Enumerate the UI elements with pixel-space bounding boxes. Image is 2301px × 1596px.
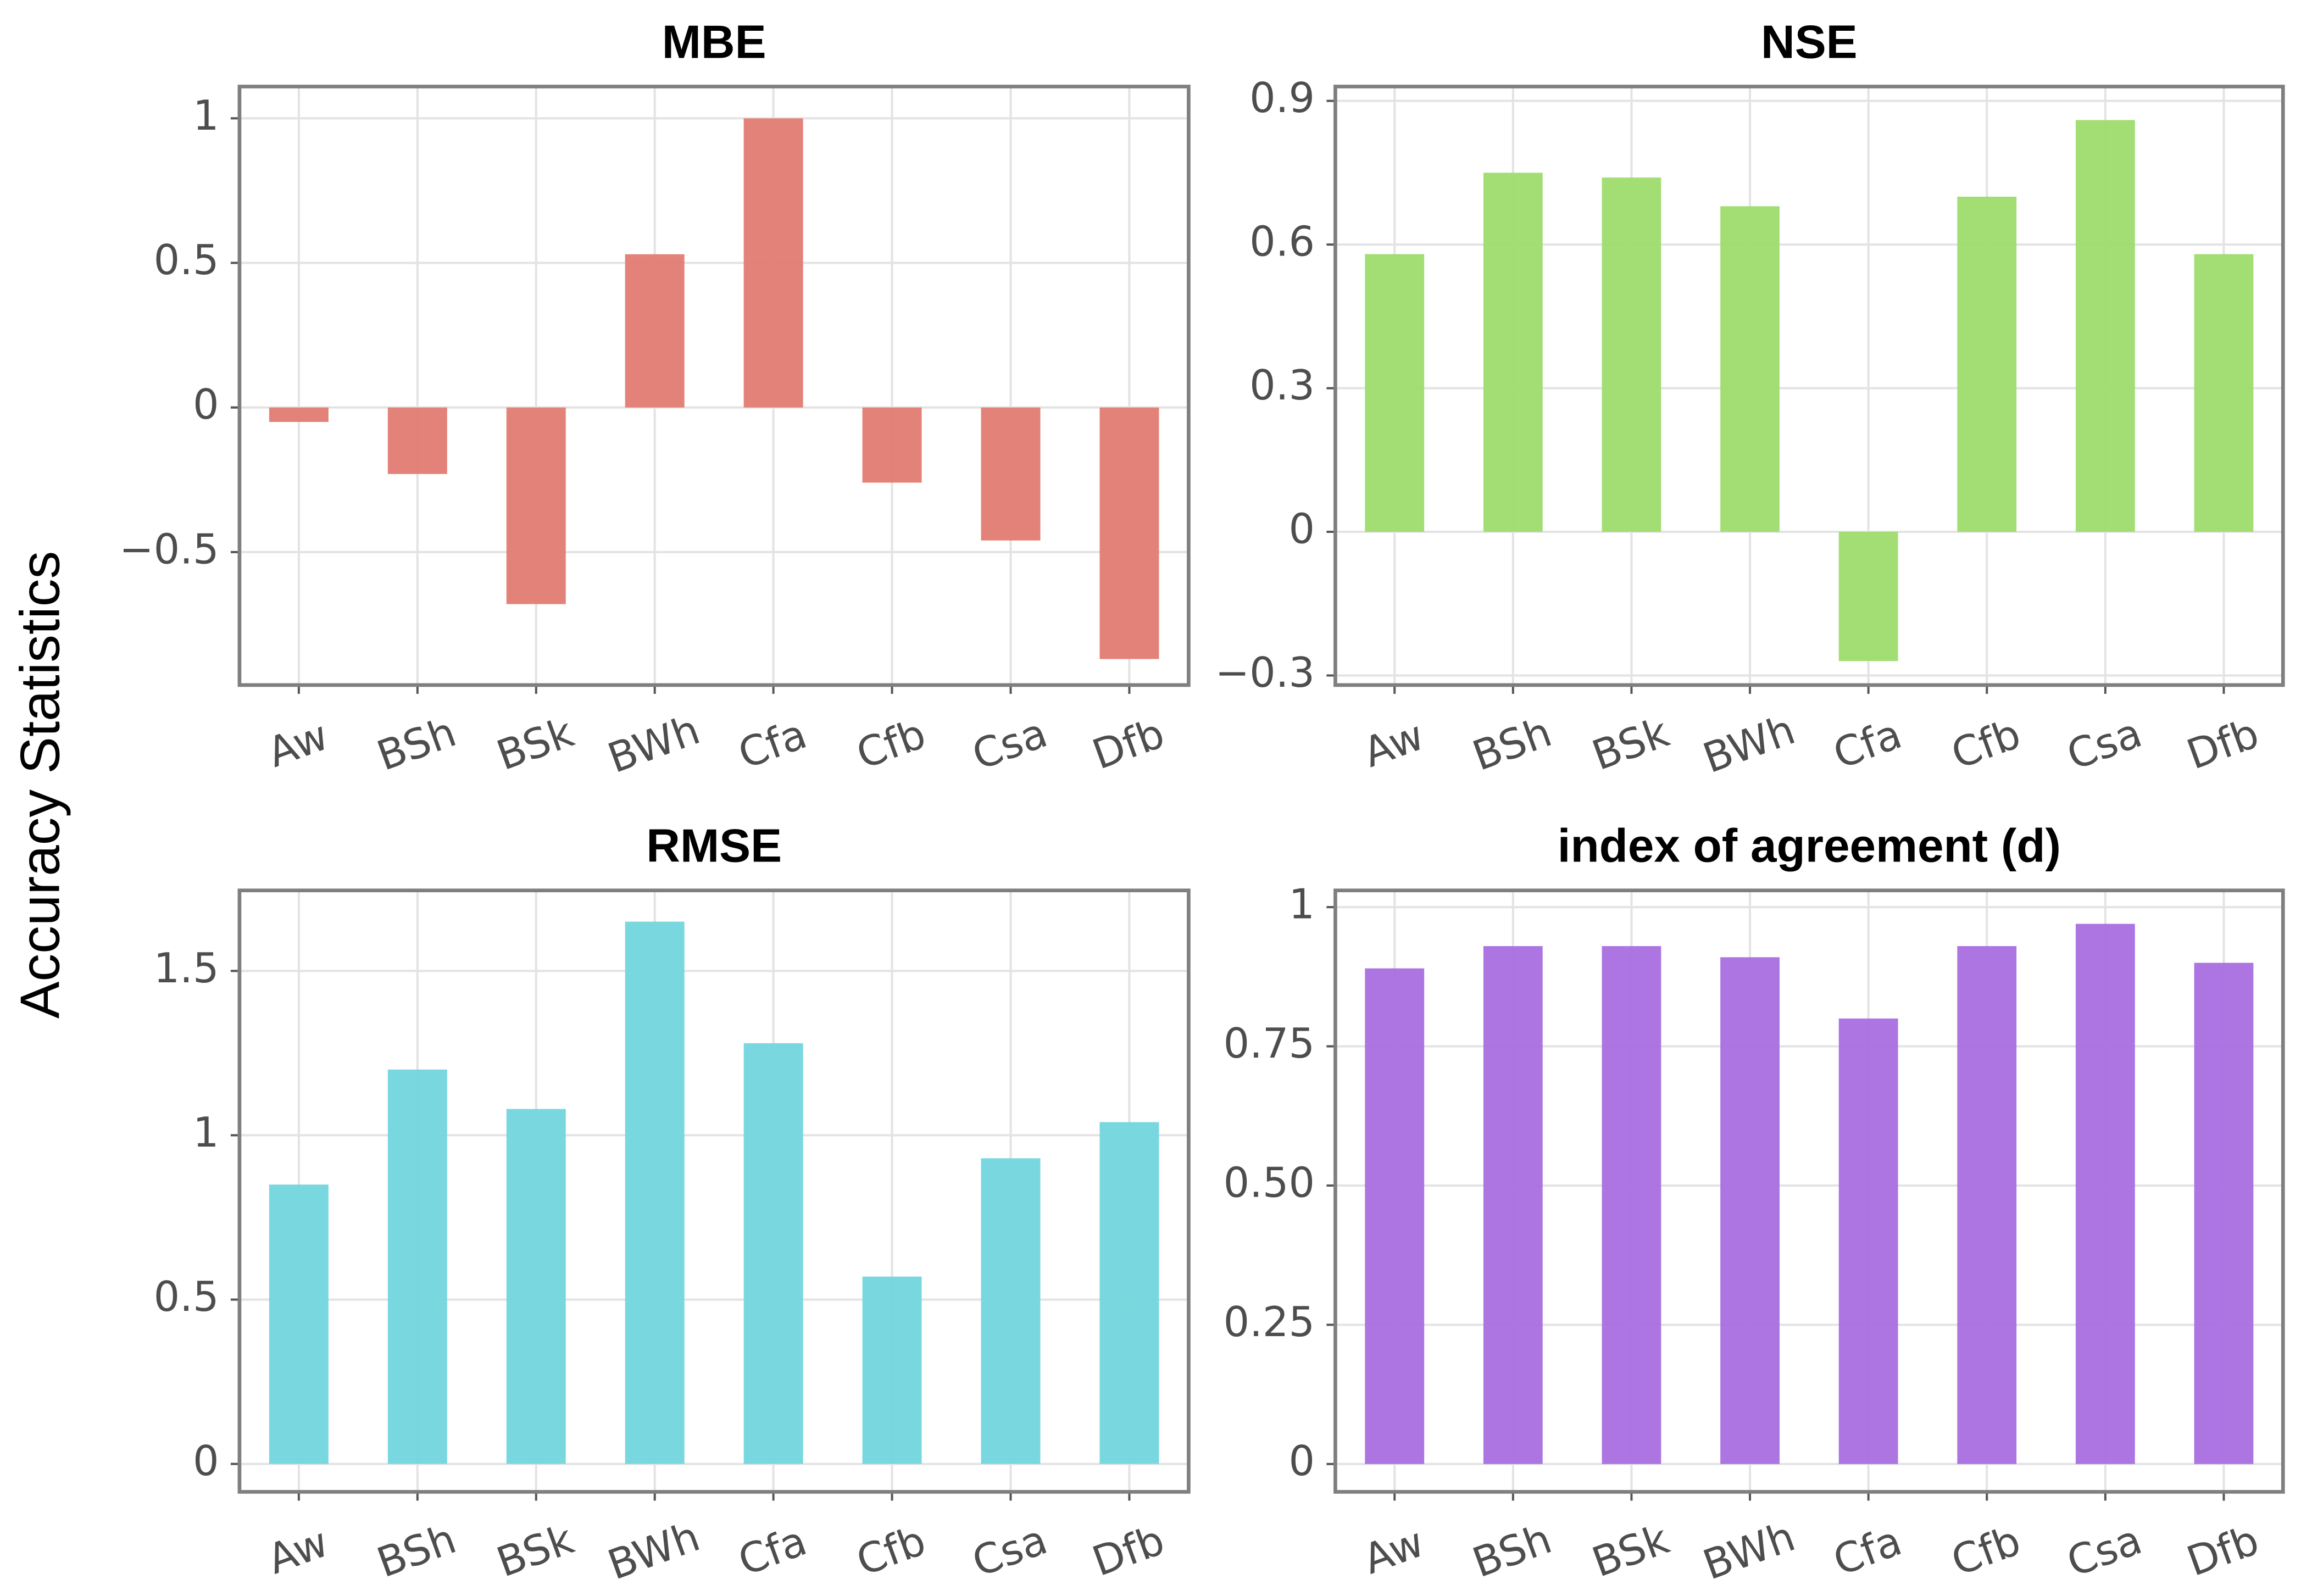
x-tick-label: Dfb xyxy=(2181,1516,2265,1586)
chart-title: MBE xyxy=(662,16,766,68)
y-tick-label: 1 xyxy=(1288,881,1315,928)
y-tick-label: 0.9 xyxy=(1249,74,1315,122)
bar xyxy=(506,1109,566,1464)
x-tick-label: Cfa xyxy=(732,1517,813,1585)
y-tick-label: 1 xyxy=(193,92,219,140)
x-tick-label: Aw xyxy=(262,711,334,777)
y-tick-label: 1.5 xyxy=(154,944,219,992)
x-tick-label: Csa xyxy=(2061,1516,2148,1587)
bar xyxy=(743,1043,803,1464)
chart-title: RMSE xyxy=(646,820,782,872)
panel-border xyxy=(1333,85,2285,687)
x-tick-label: Aw xyxy=(1357,711,1430,777)
x-tick-label: Cfa xyxy=(1827,1517,1908,1585)
bar xyxy=(269,1185,329,1464)
x-tick-label: Cfa xyxy=(732,710,813,778)
x-tick-label: Aw xyxy=(262,1518,334,1583)
y-tick-label: 0 xyxy=(1288,505,1315,553)
y-tick-label: 0.75 xyxy=(1224,1020,1315,1067)
bar xyxy=(1365,254,1425,532)
bar xyxy=(2194,963,2254,1464)
y-tick-label: −0.3 xyxy=(1215,649,1315,697)
bar xyxy=(1838,532,1898,661)
bar xyxy=(2075,924,2135,1464)
y-tick-label: 0 xyxy=(193,1437,219,1485)
x-tick-label: Cfb xyxy=(1945,1516,2026,1585)
x-tick-label: Csa xyxy=(966,709,1053,780)
x-tick-label: BSk xyxy=(491,708,580,780)
x-tick-label: BWh xyxy=(1697,705,1801,782)
bar xyxy=(2194,254,2254,532)
bar xyxy=(743,118,803,408)
x-tick-label: BSh xyxy=(371,1515,462,1587)
x-tick-label: BWh xyxy=(1697,1512,1801,1589)
bar xyxy=(1838,1018,1898,1464)
y-tick-label: 0.5 xyxy=(154,1273,219,1321)
panel-background xyxy=(239,86,1189,685)
bar xyxy=(269,407,329,422)
chart-title: index of agreement (d) xyxy=(1558,820,2061,872)
panel-border xyxy=(1333,888,2285,1494)
x-tick-label: BSh xyxy=(371,708,462,780)
x-tick-label: Aw xyxy=(1357,1518,1430,1583)
x-tick-label: Dfb xyxy=(1086,709,1170,779)
bar xyxy=(1602,946,1661,1464)
x-tick-label: BWh xyxy=(602,1512,705,1589)
y-tick-label: −0.5 xyxy=(119,525,219,573)
y-tick-label: 0 xyxy=(1288,1437,1315,1485)
y-tick-label: 0 xyxy=(193,381,219,429)
y-tick-label: 0.6 xyxy=(1249,218,1315,266)
x-tick-label: BWh xyxy=(602,705,705,782)
bar xyxy=(506,407,566,604)
y-tick-label: 0.25 xyxy=(1224,1298,1315,1346)
x-tick-label: Csa xyxy=(966,1516,1053,1587)
y-tick-label: 1 xyxy=(193,1109,219,1156)
bar xyxy=(1957,946,2017,1464)
x-tick-label: BSh xyxy=(1466,708,1558,780)
y-tick-label: 0.50 xyxy=(1224,1159,1315,1206)
bar xyxy=(387,1069,447,1464)
bar xyxy=(1099,407,1159,659)
bar xyxy=(981,1158,1041,1464)
x-tick-label: BSk xyxy=(1586,708,1676,780)
x-tick-label: Dfb xyxy=(1086,1516,1170,1586)
y-axis-label: Accuracy Statistics xyxy=(9,551,71,1019)
bar xyxy=(1720,206,1780,532)
bar xyxy=(1483,173,1543,532)
panel-background xyxy=(1335,86,2283,685)
x-tick-label: Cfa xyxy=(1827,710,1908,778)
chart-title: NSE xyxy=(1761,16,1858,68)
x-tick-label: Dfb xyxy=(2181,709,2265,779)
bar xyxy=(1720,957,1780,1464)
x-tick-label: Csa xyxy=(2061,709,2148,780)
x-tick-label: BSk xyxy=(491,1515,580,1587)
bar xyxy=(1483,946,1543,1464)
bar xyxy=(1602,177,1661,532)
bar xyxy=(862,407,922,483)
bar xyxy=(981,407,1041,541)
panel-background xyxy=(1335,890,2283,1492)
bar xyxy=(1099,1122,1159,1464)
bar xyxy=(862,1276,922,1464)
x-tick-label: Cfb xyxy=(1945,710,2026,778)
bar xyxy=(387,407,447,474)
bar xyxy=(625,921,685,1464)
x-tick-label: Cfb xyxy=(851,710,932,778)
panel-border xyxy=(237,85,1191,687)
panel-background xyxy=(239,890,1189,1492)
panel-border xyxy=(237,888,1191,1494)
y-tick-label: 0.5 xyxy=(154,236,219,284)
x-tick-label: BSk xyxy=(1586,1515,1676,1587)
bar xyxy=(625,254,685,408)
bar xyxy=(1365,968,1425,1464)
x-tick-label: BSh xyxy=(1466,1515,1558,1587)
y-tick-label: 0.3 xyxy=(1249,362,1315,409)
bar xyxy=(2075,120,2135,532)
bar xyxy=(1957,196,2017,532)
x-tick-label: Cfb xyxy=(851,1516,932,1585)
